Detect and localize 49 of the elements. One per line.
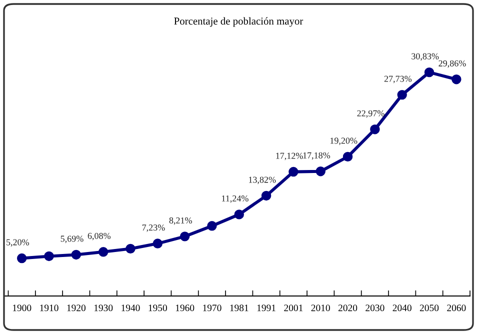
point bbox=[288, 166, 298, 177]
x-tick-label: 2040 bbox=[392, 304, 412, 312]
data-label: 5,69% bbox=[60, 236, 84, 244]
x-tick-label: 2010 bbox=[311, 304, 330, 312]
point bbox=[261, 190, 272, 201]
x-tick-label: 1900 bbox=[12, 304, 32, 312]
x-tick-label: 1970 bbox=[203, 304, 222, 312]
x-tick-label: 2001 bbox=[284, 304, 303, 312]
point bbox=[342, 152, 353, 162]
point bbox=[44, 251, 54, 262]
point bbox=[152, 238, 163, 248]
data-label: 22,97% bbox=[357, 110, 384, 118]
data-label: 13,82% bbox=[249, 176, 276, 184]
point bbox=[180, 232, 190, 242]
data-label: 5,20% bbox=[6, 239, 30, 247]
point bbox=[397, 90, 407, 100]
point bbox=[452, 74, 462, 84]
data-label: 17,18% bbox=[303, 152, 330, 160]
data-label: 17,12% bbox=[276, 152, 303, 160]
data-label: 11,24% bbox=[222, 195, 248, 203]
chart-title: Porcentaje de población mayor bbox=[174, 17, 304, 27]
x-tick-label: 1930 bbox=[94, 304, 113, 312]
x-tick-label: 1910 bbox=[40, 304, 58, 312]
x-tick-label: 1991 bbox=[257, 304, 276, 312]
data-label: 19,20% bbox=[330, 138, 358, 146]
point bbox=[234, 210, 244, 220]
x-tick-label: 2020 bbox=[338, 304, 358, 312]
data-label: 8,21% bbox=[169, 217, 192, 225]
x-tick-label: 1981 bbox=[230, 304, 248, 312]
x-tick-label: 1920 bbox=[67, 304, 86, 312]
point bbox=[424, 67, 434, 78]
data-label: 6,08% bbox=[88, 232, 111, 240]
point bbox=[370, 124, 380, 134]
x-tick-label: 1960 bbox=[176, 304, 194, 312]
x-tick-label: 2060 bbox=[447, 304, 466, 312]
point bbox=[98, 247, 108, 257]
data-label: 30,83% bbox=[412, 53, 439, 61]
point bbox=[126, 244, 136, 254]
x-tick-label: 1940 bbox=[122, 304, 140, 312]
point bbox=[16, 253, 27, 264]
point bbox=[207, 221, 217, 231]
data-label: 29,86% bbox=[438, 60, 466, 68]
x-tick-label: 2030 bbox=[366, 304, 384, 312]
x-tick-label: 1950 bbox=[148, 304, 167, 312]
x-tick-label: 2050 bbox=[420, 304, 439, 312]
point bbox=[71, 250, 82, 260]
data-label: 7,23% bbox=[142, 224, 165, 232]
data-label: 27,73% bbox=[384, 76, 412, 84]
point bbox=[316, 166, 326, 176]
